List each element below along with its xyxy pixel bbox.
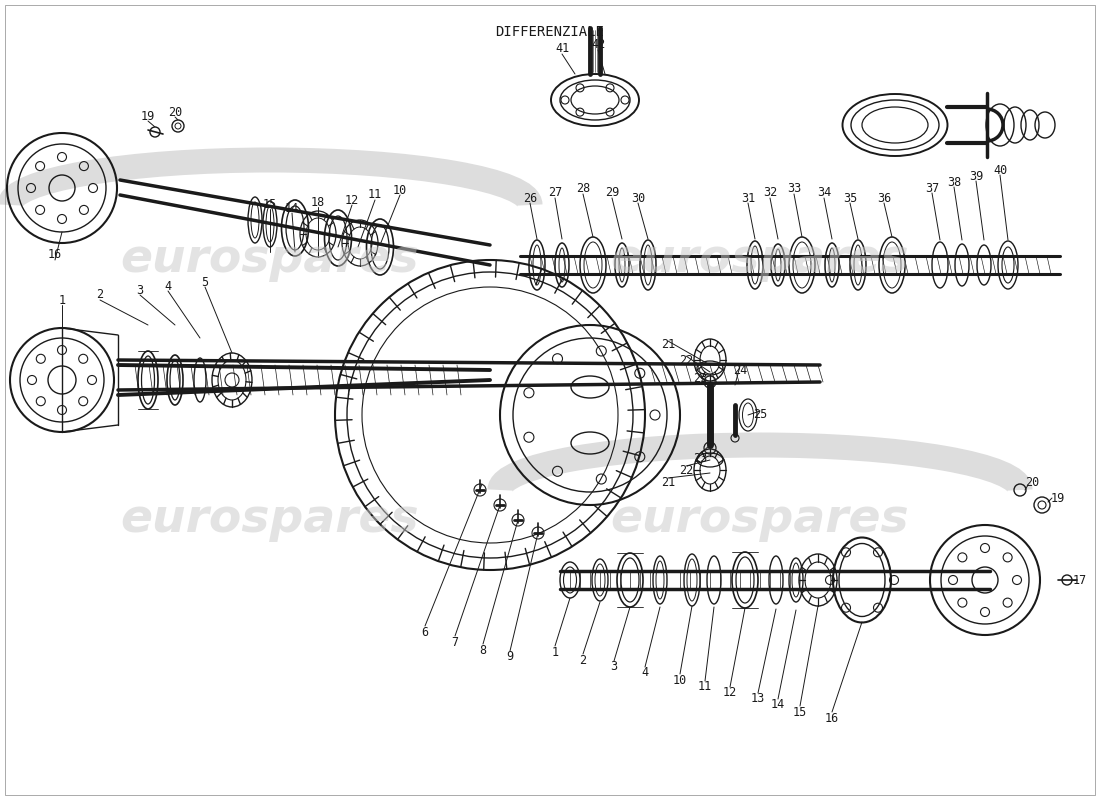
Text: eurospares: eurospares bbox=[610, 238, 910, 282]
Text: 16: 16 bbox=[825, 711, 839, 725]
Text: 18: 18 bbox=[311, 195, 326, 209]
Text: 15: 15 bbox=[793, 706, 807, 718]
Text: 22: 22 bbox=[679, 354, 693, 366]
Text: 20: 20 bbox=[168, 106, 183, 118]
Text: 17: 17 bbox=[1072, 574, 1087, 586]
Text: 24: 24 bbox=[733, 363, 747, 377]
Text: 10: 10 bbox=[393, 183, 407, 197]
Text: 2: 2 bbox=[97, 289, 103, 302]
Text: 23: 23 bbox=[693, 451, 707, 465]
Text: 38: 38 bbox=[947, 175, 961, 189]
Text: 23: 23 bbox=[693, 371, 707, 385]
Text: 8: 8 bbox=[480, 643, 486, 657]
Text: 1: 1 bbox=[58, 294, 66, 306]
Text: 29: 29 bbox=[605, 186, 619, 199]
Text: 30: 30 bbox=[631, 191, 645, 205]
Text: 42: 42 bbox=[591, 38, 605, 50]
Text: 2: 2 bbox=[580, 654, 586, 666]
Text: 20: 20 bbox=[1025, 475, 1040, 489]
Text: 35: 35 bbox=[843, 191, 857, 205]
Text: 6: 6 bbox=[421, 626, 429, 638]
Text: eurospares: eurospares bbox=[121, 238, 419, 282]
Text: 37: 37 bbox=[925, 182, 939, 194]
Text: 33: 33 bbox=[786, 182, 801, 195]
Text: 21: 21 bbox=[661, 475, 675, 489]
Text: 14: 14 bbox=[771, 698, 785, 711]
Text: 31: 31 bbox=[741, 191, 755, 205]
Text: 39: 39 bbox=[969, 170, 983, 182]
Text: DIFFERENZIALE: DIFFERENZIALE bbox=[496, 25, 604, 39]
Text: 15: 15 bbox=[263, 198, 277, 210]
Text: 9: 9 bbox=[506, 650, 514, 663]
Text: 32: 32 bbox=[763, 186, 777, 199]
Text: 26: 26 bbox=[522, 191, 537, 205]
Text: 1: 1 bbox=[551, 646, 559, 658]
Text: 5: 5 bbox=[201, 275, 209, 289]
Text: 34: 34 bbox=[817, 186, 832, 199]
Text: 27: 27 bbox=[548, 186, 562, 199]
Text: 22: 22 bbox=[679, 463, 693, 477]
Text: 4: 4 bbox=[641, 666, 649, 679]
Text: 19: 19 bbox=[141, 110, 155, 122]
Text: 41: 41 bbox=[554, 42, 569, 54]
Text: 21: 21 bbox=[661, 338, 675, 351]
Text: 3: 3 bbox=[610, 661, 617, 674]
Text: 7: 7 bbox=[451, 635, 459, 649]
Text: 19: 19 bbox=[1050, 491, 1065, 505]
Text: 3: 3 bbox=[136, 283, 144, 297]
Text: 16: 16 bbox=[48, 249, 62, 262]
Text: 12: 12 bbox=[345, 194, 359, 206]
Text: eurospares: eurospares bbox=[121, 498, 419, 542]
Text: 40: 40 bbox=[993, 163, 1008, 177]
Text: 10: 10 bbox=[673, 674, 688, 686]
Text: 36: 36 bbox=[877, 191, 891, 205]
Text: 12: 12 bbox=[723, 686, 737, 699]
Text: eurospares: eurospares bbox=[610, 498, 910, 542]
Text: 4: 4 bbox=[164, 279, 172, 293]
Text: 11: 11 bbox=[367, 189, 382, 202]
Text: 25: 25 bbox=[752, 409, 767, 422]
Text: 13: 13 bbox=[751, 693, 766, 706]
Text: 14: 14 bbox=[285, 202, 299, 214]
Text: 28: 28 bbox=[576, 182, 590, 195]
Text: 11: 11 bbox=[697, 681, 712, 694]
